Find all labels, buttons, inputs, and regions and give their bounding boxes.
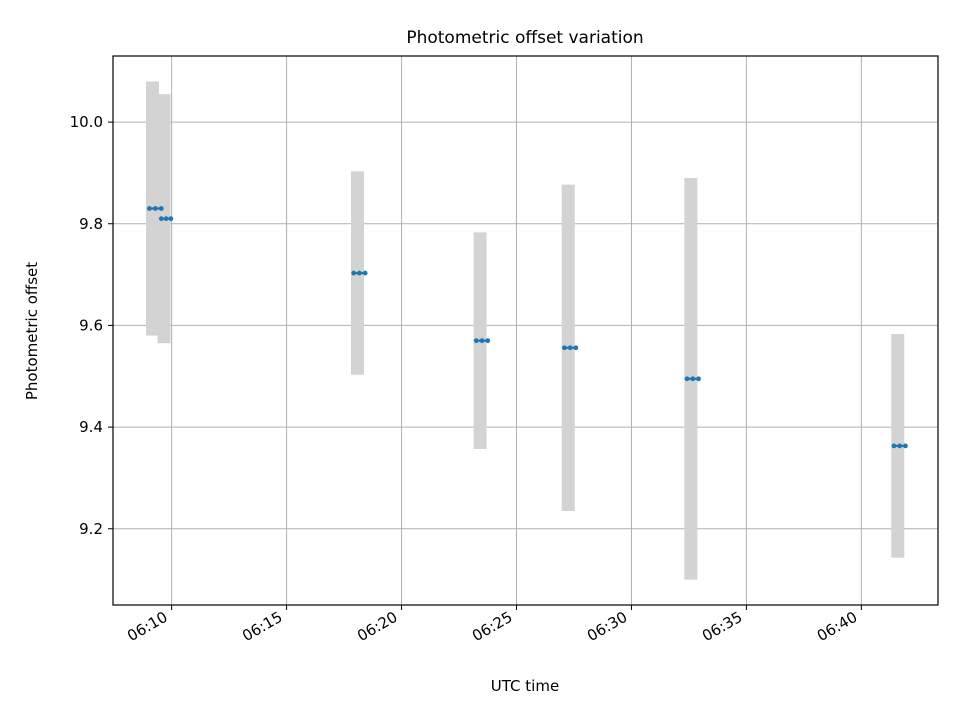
data-point-marker	[903, 443, 908, 449]
y-tick-label: 9.8	[79, 215, 103, 233]
data-point-marker	[573, 345, 579, 351]
y-tick-label: 10.0	[70, 113, 103, 131]
data-point-marker	[684, 376, 690, 382]
data-point-marker	[147, 206, 152, 211]
data-point-marker	[362, 270, 368, 276]
y-tick-label: 9.4	[79, 418, 103, 436]
y-axis-ticks: 9.2 9.4 9.6 9.8 10.0	[70, 113, 113, 538]
data-point-marker	[485, 338, 491, 344]
data-point-marker	[891, 443, 897, 449]
plot-frame	[112, 55, 939, 606]
data-point-marker	[567, 345, 573, 351]
data-point-marker	[690, 376, 696, 382]
y-tick-label: 9.6	[79, 316, 103, 334]
data-point-marker	[897, 443, 903, 449]
data-point-marker	[351, 270, 357, 276]
data-point-marker	[152, 206, 158, 211]
data-point-marker	[561, 345, 567, 351]
data-point-marker	[473, 338, 479, 344]
data-point-marker	[479, 338, 485, 344]
data-markers	[147, 206, 908, 449]
data-point-marker	[696, 376, 701, 382]
data-point-marker	[158, 206, 164, 211]
y-axis-label: Photometric offset	[23, 262, 41, 400]
y-tick-label: 9.2	[79, 520, 103, 538]
data-point-marker	[163, 216, 169, 222]
grid	[113, 56, 938, 605]
x-axis-label: UTC time	[491, 677, 559, 695]
chart-title: Photometric offset variation	[406, 28, 643, 48]
data-point-marker	[158, 216, 164, 222]
data-point-marker	[168, 216, 174, 222]
data-point-marker	[356, 270, 362, 276]
